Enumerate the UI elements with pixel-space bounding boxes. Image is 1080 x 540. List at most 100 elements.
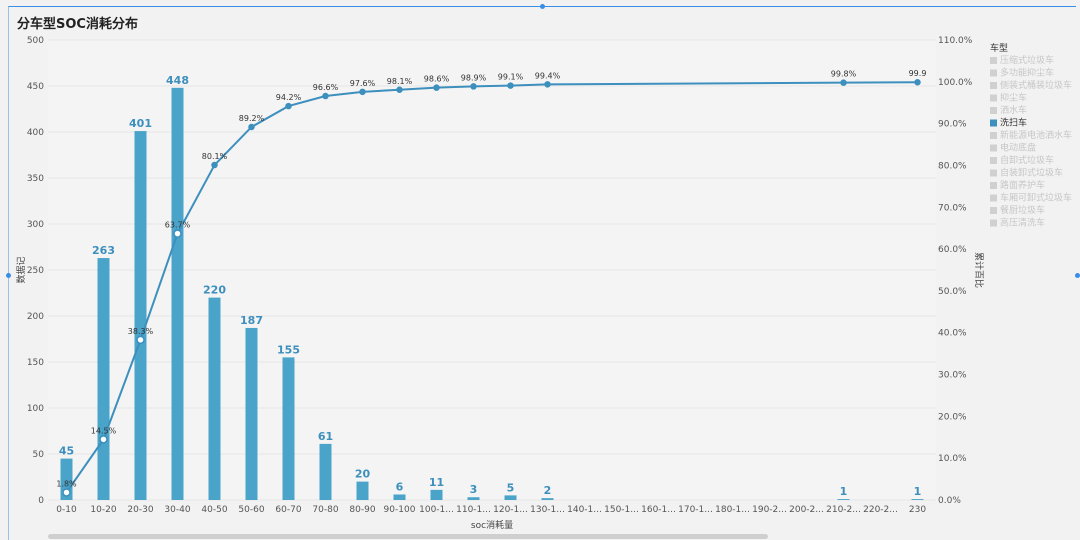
- bar: [911, 499, 924, 500]
- legend-swatch: [990, 219, 997, 227]
- x-tick-label: 160-1...: [641, 505, 676, 515]
- line-point-label: 98.6%: [424, 75, 450, 84]
- bar-value-label: 401: [129, 117, 152, 130]
- y-tick-label: 250: [27, 266, 44, 276]
- y-tick-label: 0: [38, 496, 44, 506]
- y2-axis-title: 累计百比: [973, 252, 985, 288]
- line-point: [396, 86, 403, 94]
- bar: [245, 327, 258, 500]
- bar-value-label: 6: [396, 480, 404, 493]
- bar: [134, 131, 147, 500]
- bar-value-label: 448: [166, 74, 189, 87]
- line-point-label: 94.2%: [276, 93, 302, 102]
- x-tick-label: 20-30: [127, 505, 153, 515]
- bar-value-label: 5: [507, 481, 515, 494]
- line-point: [470, 83, 477, 90]
- line-point: [173, 229, 182, 238]
- x-tick-label: 70-80: [312, 505, 338, 515]
- y2-tick-label: 10.0%: [938, 454, 967, 464]
- line-point-label: 14.5%: [91, 426, 117, 435]
- legend-swatch: [990, 107, 997, 114]
- bar-value-label: 2: [544, 484, 552, 497]
- line-point-label: 99.1%: [498, 73, 524, 82]
- legend-item[interactable]: 洒水车: [1000, 104, 1027, 116]
- line-point: [136, 335, 145, 345]
- legend-item[interactable]: 自卸式垃圾车: [1000, 154, 1054, 166]
- line-point-label: 38.3%: [128, 327, 154, 336]
- line-point: [285, 102, 292, 110]
- y-tick-label: 200: [27, 312, 44, 322]
- legend-item[interactable]: 车厢可卸式垃圾车: [1000, 192, 1072, 204]
- bar-value-label: 187: [240, 314, 263, 327]
- bar-value-label: 1: [914, 485, 922, 498]
- line-point: [62, 488, 71, 497]
- legend-swatch: [990, 169, 997, 177]
- line-point: [840, 79, 847, 86]
- legend-item[interactable]: 自装卸式垃圾车: [1000, 167, 1063, 179]
- horizontal-scrollbar[interactable]: [48, 534, 768, 539]
- legend-item[interactable]: 高压清洗车: [1000, 217, 1045, 229]
- x-tick-label: 100-1...: [419, 505, 454, 515]
- x-tick-label: 130-1...: [530, 505, 565, 515]
- bar: [467, 497, 480, 500]
- y2-tick-label: 90.0%: [938, 120, 967, 130]
- bar-value-label: 45: [59, 445, 74, 458]
- y-tick-label: 400: [27, 128, 44, 138]
- x-tick-label: 30-40: [164, 505, 190, 515]
- resize-handle-top[interactable]: [540, 4, 545, 9]
- x-tick-label: 200-2...: [789, 505, 824, 515]
- y-axis-title: 数据记: [15, 256, 27, 283]
- x-tick-label: 90-100: [384, 505, 416, 515]
- line-point-label: 80.1%: [202, 152, 228, 161]
- legend-swatch: [990, 69, 997, 77]
- bar-value-label: 3: [470, 483, 478, 496]
- legend-item[interactable]: 路面养护车: [1000, 179, 1045, 191]
- legend-item[interactable]: 新能源电池洒水车: [1000, 129, 1072, 141]
- legend-title: 车型: [990, 42, 1008, 54]
- bar: [837, 499, 850, 500]
- bar: [504, 495, 517, 500]
- bar: [541, 498, 554, 500]
- x-tick-label: 230: [909, 505, 926, 515]
- y-tick-label: 150: [27, 358, 44, 368]
- line-point-label: 99.8%: [831, 70, 857, 79]
- legend-item[interactable]: 电动底盘: [1000, 142, 1036, 154]
- y2-tick-label: 30.0%: [938, 371, 967, 381]
- x-tick-label: 0-10: [56, 505, 77, 515]
- legend-swatch: [990, 94, 997, 102]
- bar: [319, 443, 332, 500]
- bar: [97, 258, 110, 500]
- legend-item[interactable]: 洗扫车: [1000, 117, 1027, 129]
- x-tick-label: 170-1...: [678, 505, 713, 515]
- legend-item[interactable]: 餐厨垃圾车: [1000, 204, 1045, 216]
- y2-tick-label: 70.0%: [938, 203, 967, 213]
- legend-swatch: [990, 157, 997, 164]
- line-point-label: 98.9%: [461, 73, 487, 82]
- bar-value-label: 61: [318, 430, 333, 443]
- line-point-label: 96.6%: [313, 83, 339, 92]
- line-point: [248, 123, 255, 131]
- bar: [282, 357, 295, 500]
- y-tick-label: 450: [27, 82, 44, 92]
- y2-tick-label: 20.0%: [938, 412, 967, 422]
- x-tick-label: 180-1...: [715, 505, 750, 515]
- x-tick-label: 50-60: [238, 505, 264, 515]
- legend-item[interactable]: 侧装式桶装垃圾车: [1000, 79, 1072, 91]
- resize-handle-left[interactable]: [6, 273, 11, 278]
- x-tick-label: 120-1...: [493, 505, 528, 515]
- legend-item[interactable]: 抑尘车: [1000, 92, 1027, 104]
- bar: [208, 297, 221, 500]
- x-tick-label: 40-50: [201, 505, 227, 515]
- y-tick-label: 50: [33, 450, 45, 460]
- line-point: [211, 161, 218, 169]
- y2-tick-label: 50.0%: [938, 287, 967, 297]
- resize-handle-right[interactable]: [1075, 273, 1080, 278]
- x-tick-label: 80-90: [349, 505, 375, 515]
- y2-tick-label: 80.0%: [938, 161, 967, 171]
- legend-swatch: [990, 182, 997, 189]
- line-point: [99, 435, 108, 444]
- legend-item[interactable]: 多功能抑尘车: [1000, 67, 1054, 79]
- legend-item[interactable]: 压缩式垃圾车: [1000, 54, 1054, 66]
- y2-tick-label: 110.0%: [938, 36, 973, 46]
